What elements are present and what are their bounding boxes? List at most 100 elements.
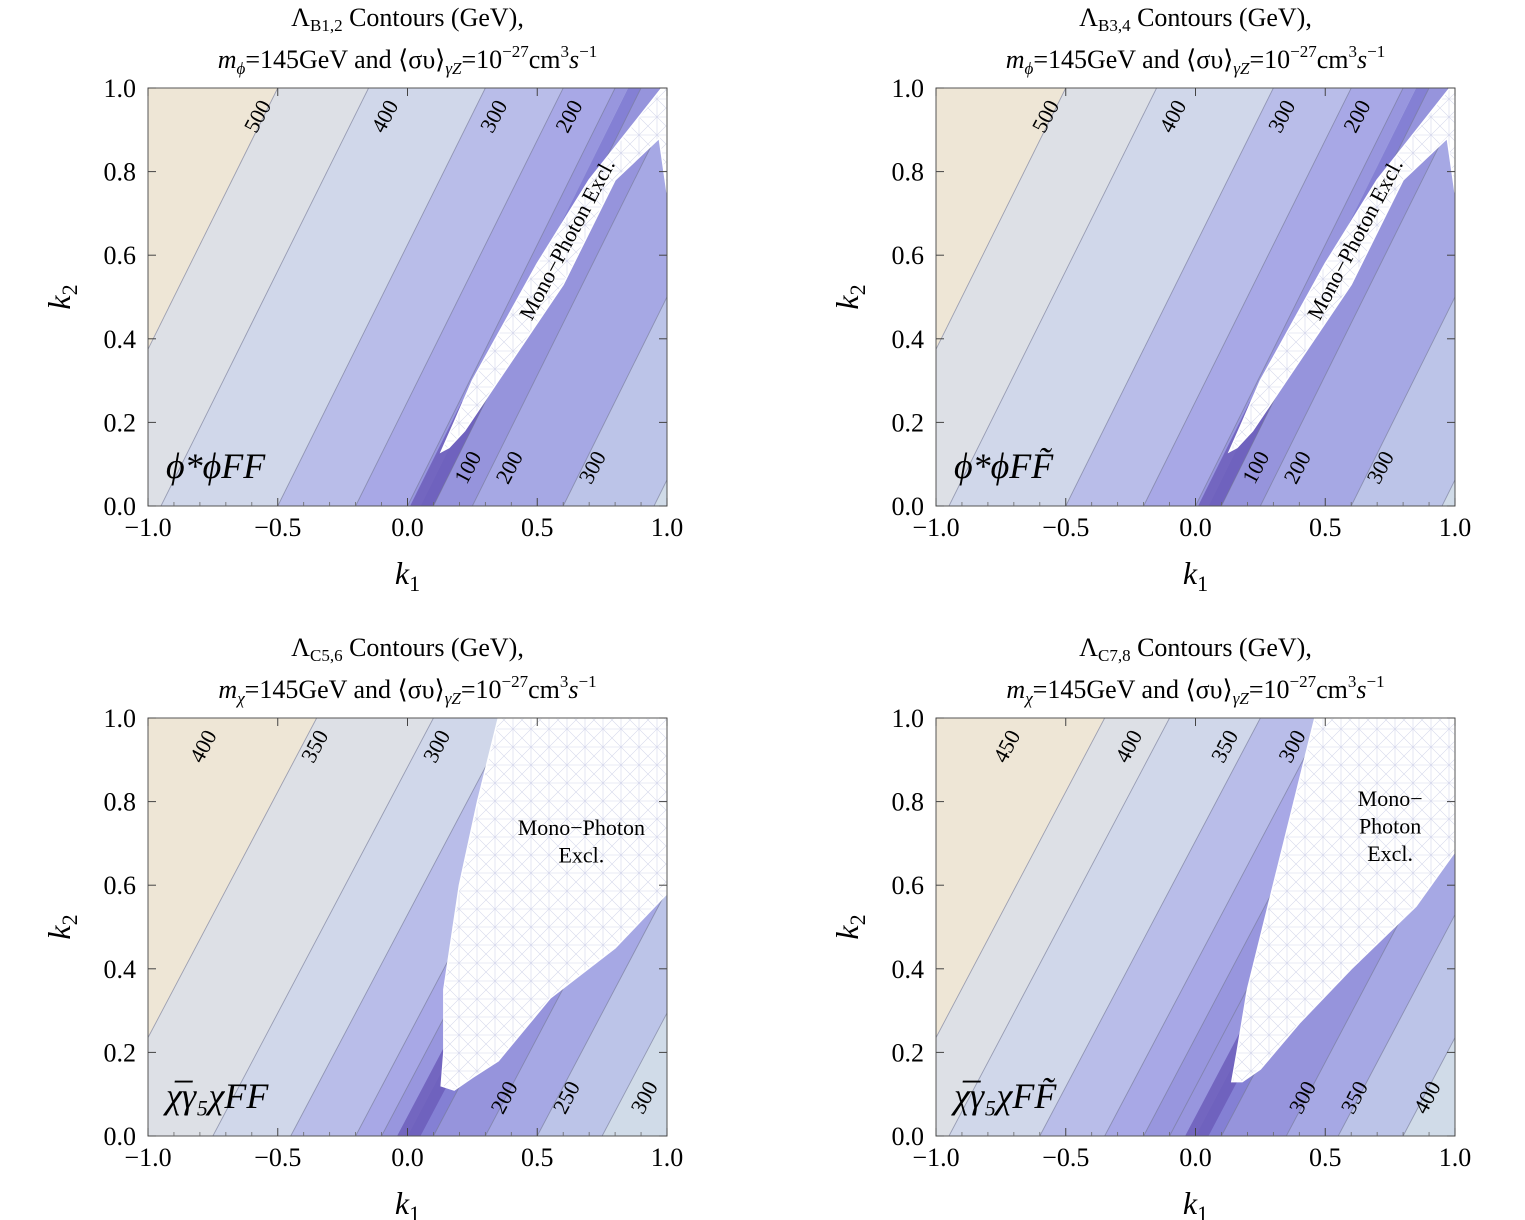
y-tick-label: 0.6 [104,871,137,900]
y-tick-label: 0.2 [892,408,925,437]
contour-band [160,88,486,506]
contour-band [948,718,1261,1136]
y-tick-label: 0.6 [892,871,925,900]
contour-band [1039,718,1326,1136]
x-axis-label: k1 [1183,1185,1208,1220]
contour-band [936,88,1157,506]
contour-line [1285,815,1455,1136]
x-tick-label: 1.0 [651,1143,684,1172]
contour-line [948,88,1157,506]
y-tick-label: 0.8 [892,788,925,817]
contour-band [1143,88,1404,506]
y-tick-label: 0.4 [104,955,137,984]
contour-band [936,718,1170,1136]
contour-band [148,88,369,506]
y-tick-label: 1.0 [104,704,137,733]
y-tick-label: 0.0 [892,492,925,521]
contour-band [936,718,1105,1038]
y-axis-label: k2 [829,914,870,939]
y-axis-label: k2 [41,284,82,309]
y-tick-label: 1.0 [892,74,925,103]
contour-line [1039,718,1261,1136]
y-tick-label: 0.0 [892,1122,925,1151]
contour-line [1195,88,1404,506]
y-tick-label: 0.2 [892,1038,925,1067]
y-axis-label: k2 [829,284,870,309]
contour-line [277,88,486,506]
x-axis-label: k1 [395,1185,420,1220]
y-axis-label: k2 [41,914,82,939]
chart-subtitle: mχ=145GeV and ⟨συ⟩γZ=10−27cm3s−1 [1006,672,1384,708]
y-tick-label: 0.2 [104,408,137,437]
contour-line [1350,295,1455,506]
operator-label: χ̅γ₅χFF̃ [951,1076,1057,1116]
x-tick-label: −0.5 [1042,513,1089,542]
contour-band [277,88,564,506]
x-tick-label: 0.0 [1179,513,1212,542]
chart-title: ΛC7,8 Contours (GeV), [1079,633,1312,665]
chart-title: ΛB3,4 Contours (GeV), [1079,3,1312,35]
contour-line [536,889,667,1136]
operator-label: χ̅γ₅χFF [163,1076,269,1116]
y-tick-label: 0.2 [104,1038,137,1067]
contour-band [212,718,512,1136]
chart-subtitle: mχ=145GeV and ⟨συ⟩γZ=10−27cm3s−1 [218,672,596,708]
x-tick-label: −1.0 [124,1143,171,1172]
y-tick-label: 0.4 [892,325,925,354]
y-tick-label: 1.0 [892,704,925,733]
chart-subtitle: mϕ=145GeV and ⟨συ⟩γZ=10−27cm3s−1 [1006,42,1386,78]
y-tick-label: 0.0 [104,492,137,521]
chart-title: ΛC5,6 Contours (GeV), [291,633,524,665]
contour-line [1065,88,1274,506]
x-tick-label: 0.0 [1179,1143,1212,1172]
contour-band [948,88,1274,506]
contour-line [407,88,616,506]
x-tick-label: 0.5 [1309,1143,1342,1172]
x-tick-label: −0.5 [254,1143,301,1172]
contour-line [1259,113,1455,506]
exclusion-region [1230,718,1455,1083]
exclusion-region [440,718,667,1091]
contour-line [290,718,512,1136]
contour-line [936,88,1067,351]
y-tick-label: 0.4 [104,325,137,354]
y-tick-label: 0.6 [104,241,137,270]
contour-line [1337,913,1455,1136]
contour-band [355,88,616,506]
contour-line [148,718,318,1039]
x-axis-label: k1 [1183,555,1208,596]
x-tick-label: −0.5 [254,513,301,542]
contour-line [601,1012,667,1136]
chart-title: ΛB1,2 Contours (GeV), [291,3,524,35]
x-tick-label: −1.0 [124,513,171,542]
x-tick-label: 0.5 [521,513,554,542]
chart-subtitle: mϕ=145GeV and ⟨συ⟩γZ=10−27cm3s−1 [218,42,598,78]
x-tick-label: 1.0 [1439,1143,1472,1172]
contour-line [212,718,434,1136]
x-tick-label: 0.0 [391,513,424,542]
contour-line [1402,1036,1455,1136]
y-tick-label: 0.4 [892,955,925,984]
contour-line [471,113,667,506]
y-tick-label: 0.0 [104,1122,137,1151]
contour-line [948,718,1170,1136]
x-tick-label: −1.0 [912,1143,959,1172]
x-tick-label: −0.5 [1042,1143,1089,1172]
contour-line [1104,718,1326,1136]
exclusion-region [439,88,667,454]
y-tick-label: 0.8 [104,788,137,817]
contour-line [160,88,369,506]
y-tick-label: 0.8 [892,158,925,187]
contour-line [148,88,279,351]
x-tick-label: 0.0 [391,1143,424,1172]
y-tick-label: 1.0 [104,74,137,103]
